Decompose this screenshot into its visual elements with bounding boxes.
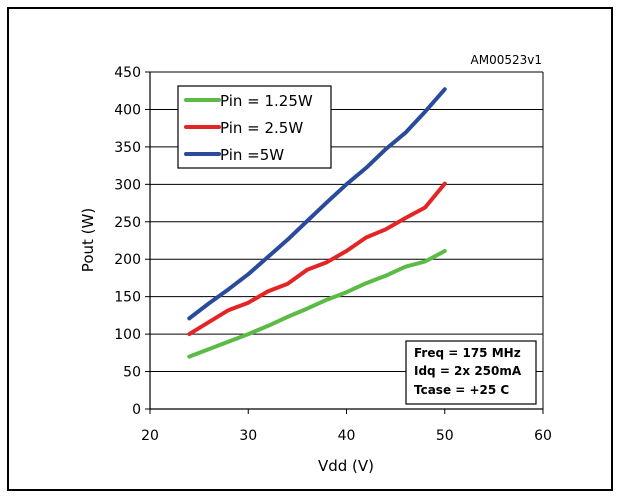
legend-label-3: Pin =5W [220, 146, 284, 164]
conditions-box: Freq = 175 MHz Idq = 2x 250mA Tcase = +2… [405, 340, 537, 405]
y-tick-label: 400 [114, 102, 141, 118]
x-tick-label: 50 [436, 428, 454, 444]
y-tick-labels: 0 50 100 150 200 250 300 350 400 450 [114, 65, 150, 418]
series-line-2 [187, 181, 447, 337]
legend-label-1: Pin = 1.25W [220, 92, 313, 110]
conditions-box-frame [405, 340, 537, 405]
data-series [187, 87, 447, 359]
y-tick-label: 300 [114, 177, 141, 193]
conditions-freq: Freq = 175 MHz [414, 346, 521, 360]
series-line-3 [187, 87, 447, 321]
x-axis-label: Vdd (V) [318, 457, 374, 475]
y-tick-label: 50 [123, 365, 141, 381]
y-axis-label: Pout (W) [79, 208, 97, 272]
conditions-tcase: Tcase = +25 C [414, 383, 509, 397]
x-tick-labels: 20 30 40 50 60 [141, 409, 552, 444]
y-tick-label: 250 [114, 215, 141, 231]
legend-label-2: Pin = 2.5W [220, 119, 303, 137]
y-tick-label: 150 [114, 290, 141, 306]
x-tick-label: 40 [338, 428, 356, 444]
series-line-1 [187, 249, 447, 359]
id-label: AM00523v1 [471, 53, 542, 67]
legend: Pin = 1.25W Pin = 2.5W Pin =5W [177, 85, 332, 169]
y-tick-label: 200 [114, 252, 141, 268]
y-tick-label: 450 [114, 65, 141, 81]
y-tick-label: 0 [132, 402, 141, 418]
y-tick-label: 350 [114, 140, 141, 156]
y-tick-label: 100 [114, 327, 141, 343]
conditions-idq: Idq = 2x 250mA [414, 364, 522, 378]
x-tick-label: 60 [534, 428, 552, 444]
x-tick-label: 20 [141, 428, 159, 444]
x-tick-label: 30 [239, 428, 257, 444]
